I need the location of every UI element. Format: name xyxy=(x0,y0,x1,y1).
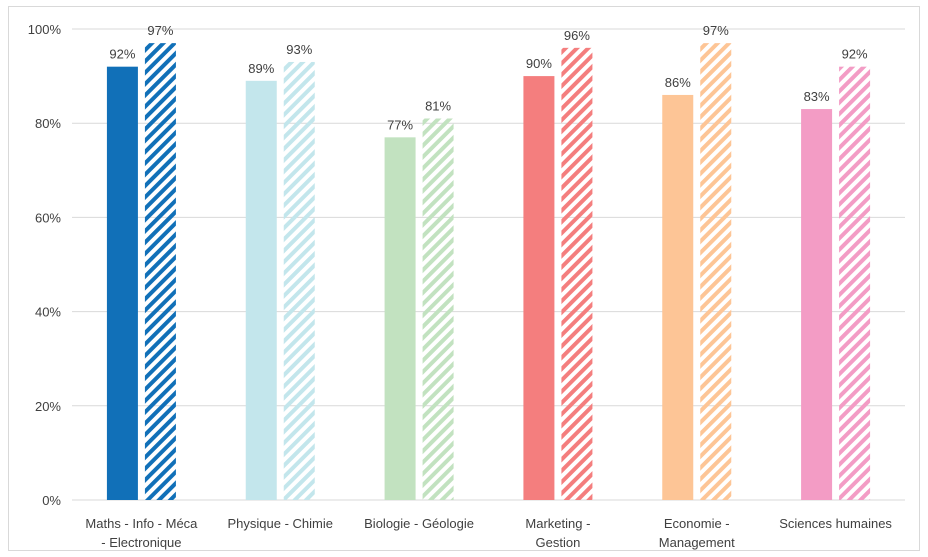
bar xyxy=(561,47,593,501)
data-label: 81% xyxy=(425,98,451,113)
data-label: 83% xyxy=(804,89,830,104)
data-label: 92% xyxy=(842,47,868,62)
data-labels: 92% 97% 89% 93% 77% 81% 90% 96% 86% 97% 83% 92% xyxy=(109,23,868,132)
bar xyxy=(523,76,555,500)
y-tick-label: 80% xyxy=(35,116,61,131)
x-tick-label: Management xyxy=(659,535,735,550)
bar xyxy=(700,43,732,500)
y-tick-label: 40% xyxy=(35,305,61,320)
bar xyxy=(801,109,833,500)
x-tick-label: Gestion xyxy=(536,535,581,550)
bar xyxy=(245,80,277,500)
data-label: 97% xyxy=(703,23,729,38)
bar xyxy=(106,66,138,501)
y-tick-label: 20% xyxy=(35,399,61,414)
y-tick-label: 0% xyxy=(42,493,61,508)
data-label: 93% xyxy=(286,42,312,57)
data-label: 89% xyxy=(248,61,274,76)
data-label: 90% xyxy=(526,56,552,71)
bar xyxy=(283,61,315,500)
bars xyxy=(106,43,871,501)
x-tick-label: Economie - xyxy=(664,516,730,531)
x-tick-label: Physique - Chimie xyxy=(228,516,334,531)
data-label: 92% xyxy=(109,47,135,62)
data-label: 86% xyxy=(665,75,691,90)
x-tick-label: - Electronique xyxy=(101,535,181,550)
data-label: 96% xyxy=(564,28,590,43)
gridlines xyxy=(72,28,905,501)
bar xyxy=(422,118,454,501)
y-tick-label: 60% xyxy=(35,210,61,225)
x-tick-label: Maths - Info - Méca xyxy=(85,516,198,531)
x-tick-label: Marketing - xyxy=(525,516,590,531)
x-tick-label: Biologie - Géologie xyxy=(364,516,474,531)
x-tick-label: Sciences humaines xyxy=(779,516,892,531)
y-axis: 0% 20% 40% 60% 80% 100% xyxy=(28,22,62,508)
y-tick-label: 100% xyxy=(28,22,62,37)
data-label: 77% xyxy=(387,117,413,132)
data-label: 97% xyxy=(147,23,173,38)
bar xyxy=(839,66,871,501)
bar xyxy=(662,94,694,500)
bar xyxy=(144,43,176,500)
bar xyxy=(384,137,416,500)
x-axis: Maths - Info - Méca - Electronique Physiqu… xyxy=(85,516,892,550)
